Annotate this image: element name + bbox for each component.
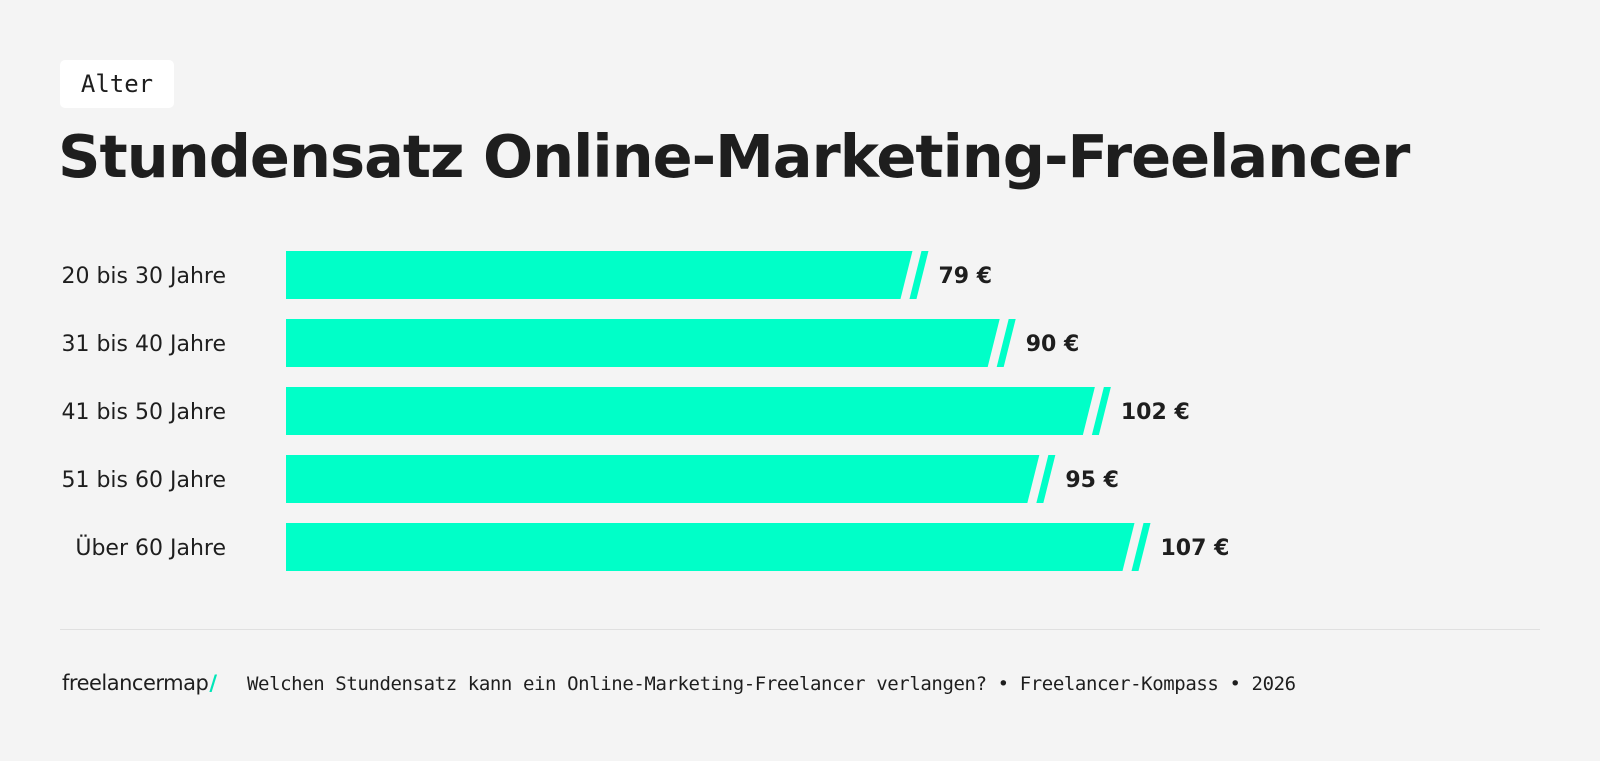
bar-accent (1036, 455, 1056, 503)
brand-slash: / (209, 671, 217, 695)
bar (286, 455, 1040, 503)
category-label: Über 60 Jahre (75, 535, 226, 561)
value-label: 102 € (1121, 400, 1190, 425)
bar (286, 523, 1135, 571)
category-label: 51 bis 60 Jahre (61, 468, 226, 493)
bar-accent (1131, 523, 1151, 571)
bar (286, 387, 1095, 435)
category-tag: Alter (60, 60, 174, 108)
bar (286, 319, 1000, 367)
bar-accent (996, 319, 1016, 367)
brand-name: freelancermap (62, 671, 209, 695)
page-title: Stundensatz Online-Marketing-Freelancer (58, 122, 1410, 191)
brand-logo: freelancermap/ (62, 671, 217, 695)
bar-accent (1091, 387, 1111, 435)
divider (60, 629, 1540, 630)
value-label: 90 € (1026, 332, 1080, 357)
bar (286, 251, 913, 299)
bar-accent (909, 251, 929, 299)
category-label: 41 bis 50 Jahre (61, 400, 226, 425)
category-label: 20 bis 30 Jahre (61, 264, 226, 289)
bar-chart: 20 bis 30 Jahre 79 € 31 bis 40 Jahre 90 € 41… (61, 251, 1230, 571)
value-label: 79 € (938, 264, 992, 289)
category-label: 31 bis 40 Jahre (61, 332, 226, 357)
value-label: 107 € (1161, 536, 1230, 561)
footer-caption: Welchen Stundensatz kann ein Online-Mark… (247, 673, 1296, 695)
value-label: 95 € (1065, 468, 1119, 493)
